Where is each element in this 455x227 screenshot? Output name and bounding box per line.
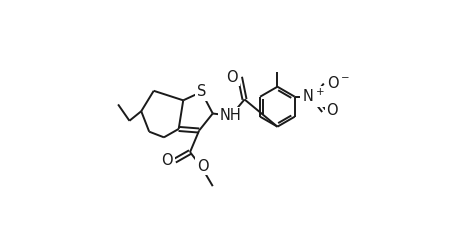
- Text: S: S: [197, 84, 206, 99]
- Text: O: O: [197, 159, 208, 174]
- Text: O: O: [227, 70, 238, 85]
- Text: O$^-$: O$^-$: [327, 75, 350, 91]
- Text: NH: NH: [220, 108, 242, 123]
- Text: O: O: [162, 153, 173, 168]
- Text: N$^+$: N$^+$: [302, 88, 324, 105]
- Text: O: O: [327, 103, 338, 118]
